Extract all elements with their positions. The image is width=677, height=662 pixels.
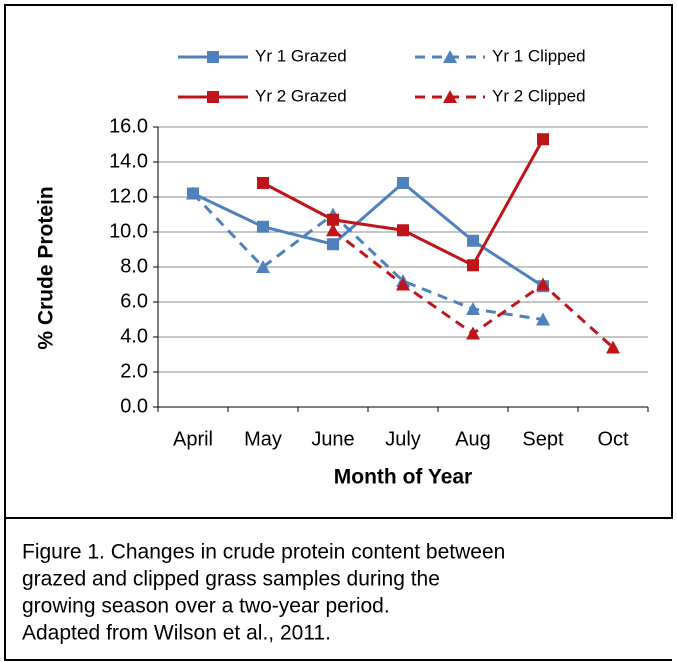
data-point [256,260,270,273]
y-tick-label: 0.0 [120,395,148,417]
series-line [192,181,544,288]
caption-line: Adapted from Wilson et al., 2011. [22,622,331,645]
legend-marker [443,90,457,103]
y-axis-title: % Crude Protein [35,186,58,349]
data-point [186,186,200,200]
legend-marker [207,51,219,63]
x-tick-label: Aug [455,428,491,450]
x-tick-label: Sept [522,428,564,450]
x-tick-label: June [311,428,354,450]
x-tick-label: Oct [597,428,629,450]
legend-label: Yr 2 Clipped [492,86,586,105]
data-point [466,302,480,315]
y-tick-label: 16.0 [109,115,148,137]
y-tick-label: 8.0 [120,255,148,277]
y-tick-label: 2.0 [120,360,148,382]
data-point [467,259,479,272]
data-point [327,238,339,251]
x-tick-label: April [173,428,213,450]
y-tick-label: 12.0 [109,185,148,207]
caption-border [4,518,672,661]
data-point [537,133,549,146]
data-point [326,223,340,237]
data-point [467,234,479,247]
y-tick-label: 6.0 [120,290,148,312]
series-line [262,138,545,268]
caption-line: grazed and clipped grass samples during … [22,568,440,591]
chart-border [4,4,673,519]
x-tick-label: May [244,428,282,450]
legend-marker [443,50,457,63]
x-axis-title: Month of Year [334,466,472,489]
data-point [397,224,409,237]
caption-line: growing season over a two-year period. [22,595,390,618]
data-point [396,277,410,291]
data-point [397,177,409,189]
legend-label: Yr 1 Clipped [492,46,586,65]
legend-marker [207,91,219,103]
data-point [536,277,550,291]
y-tick-label: 4.0 [120,325,148,347]
y-tick-label: 10.0 [109,220,148,242]
x-tick-label: July [385,428,421,450]
data-point [257,177,269,189]
legend-label: Yr 2 Grazed [255,86,347,105]
data-point [327,213,339,226]
data-point [536,312,550,326]
data-point [466,326,480,340]
caption-line: Figure 1. Changes in crude protein conte… [22,541,505,564]
y-tick-label: 14.0 [109,150,148,172]
legend-label: Yr 1 Grazed [255,46,347,65]
data-point [606,340,620,354]
data-point [257,220,269,233]
